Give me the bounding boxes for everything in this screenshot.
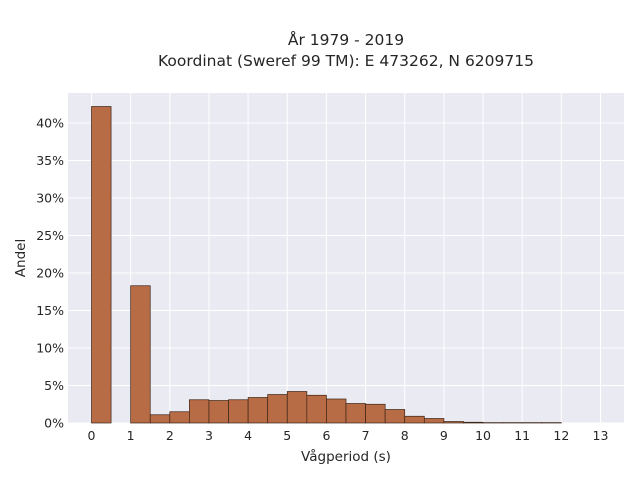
histogram-bar (345, 403, 366, 424)
y-tick-label: 10% (36, 341, 64, 356)
x-axis-label: Vågperiod (s) (301, 448, 391, 465)
plot-area (68, 93, 624, 423)
x-tick-label: 2 (166, 428, 174, 443)
histogram-bar (169, 411, 190, 424)
x-tick-label: 3 (205, 428, 213, 443)
x-tick-label: 9 (440, 428, 448, 443)
y-tick-label: 40% (36, 116, 64, 131)
grid-lines (68, 93, 624, 424)
histogram-bar (326, 398, 347, 424)
y-tick-label: 20% (36, 266, 64, 281)
x-tick-label: 8 (401, 428, 409, 443)
x-tick-label: 5 (283, 428, 291, 443)
histogram-bar (267, 394, 288, 424)
histogram-bar (365, 403, 386, 424)
y-axis-label: Andel (13, 239, 29, 277)
histogram-bar (189, 399, 210, 424)
histogram-bar (384, 409, 406, 424)
x-tick-label: 13 (593, 428, 609, 443)
histogram-bar (463, 421, 484, 424)
histogram-bar (247, 397, 269, 424)
y-tick-label: 15% (36, 303, 64, 318)
histogram-bar (404, 415, 425, 424)
histogram-bar (91, 106, 112, 424)
chart-title-line: Koordinat (Sweref 99 TM): E 473262, N 62… (158, 52, 534, 70)
x-tick-label: 11 (514, 428, 530, 443)
histogram-bar (130, 285, 151, 424)
histogram-bar (443, 421, 464, 424)
x-tick-label: 10 (475, 428, 491, 443)
histogram-bar (149, 414, 171, 424)
bars (91, 106, 562, 424)
x-tick-label: 7 (362, 428, 370, 443)
x-tick-label: 4 (244, 428, 252, 443)
x-axis-ticks: 0 1 2 3 4 5 6 7 8 9 10 11 12 13 (88, 428, 609, 443)
histogram-bar (423, 418, 445, 424)
y-axis-ticks: 0% 5% 10% 15% 20% 25% 30% 35% 40% (36, 116, 64, 431)
x-tick-label: 12 (553, 428, 569, 443)
y-tick-label: 30% (36, 191, 64, 206)
y-tick-label: 35% (36, 153, 64, 168)
chart-title-line: År 1979 - 2019 (288, 30, 404, 49)
y-tick-label: 5% (44, 378, 64, 393)
y-tick-label: 0% (44, 416, 64, 431)
x-tick-label: 1 (127, 428, 135, 443)
x-tick-label: 0 (88, 428, 96, 443)
histogram-bar (228, 399, 249, 424)
histogram-bar (286, 391, 308, 424)
x-tick-label: 6 (322, 428, 330, 443)
chart-title: År 1979 - 2019 Koordinat (Sweref 99 TM): … (158, 30, 534, 70)
histogram-bar (306, 394, 327, 424)
histogram-bar (208, 400, 229, 424)
y-tick-label: 25% (36, 228, 64, 243)
